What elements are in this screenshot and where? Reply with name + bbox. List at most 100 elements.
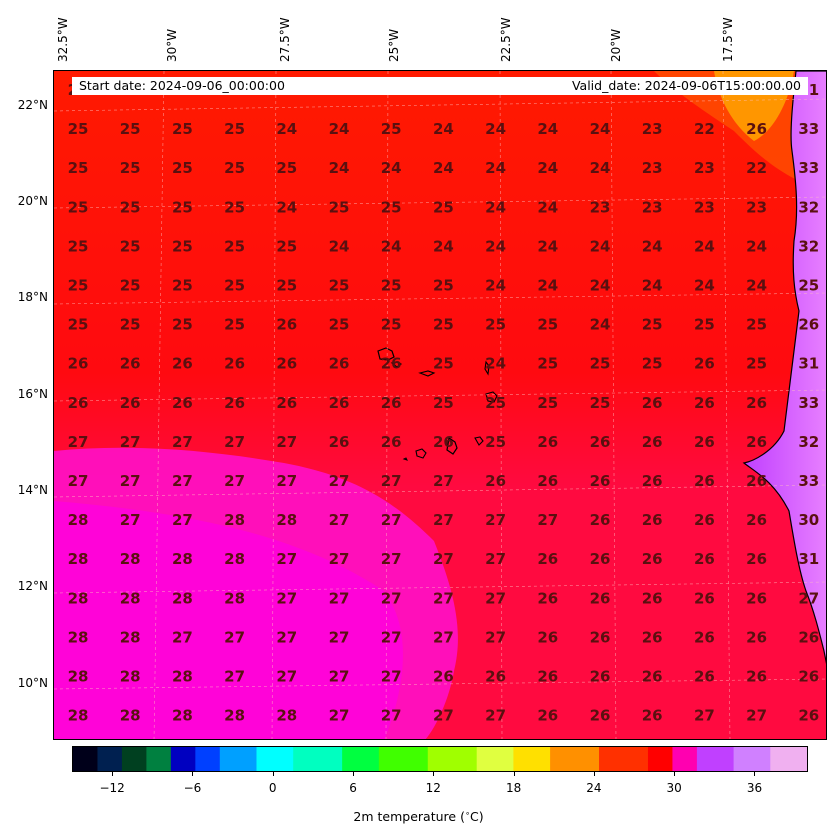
grid-value: 25 [642,355,663,373]
grid-value: 27 [433,472,454,490]
colorbar-segment [354,747,368,771]
colorbar-label: 2m temperature (∘C) [353,809,484,825]
grid-value: 24 [746,277,767,295]
grid-value: 33 [798,120,819,138]
grid-value: 24 [433,159,454,177]
grid-value: 27 [537,511,558,529]
grid-value: 24 [329,237,350,255]
grid-value: 27 [120,472,141,490]
colorbar-tick-label: −6 [183,781,202,795]
grid-value: 26 [746,589,767,607]
colorbar-tick [754,772,756,776]
grid-value: 27 [433,628,454,646]
grid-value: 25 [224,198,245,216]
grid-value: 24 [433,237,454,255]
grid-value: 25 [172,159,193,177]
grid-value: 27 [381,668,402,686]
grid-value: 26 [172,355,193,373]
colorbar-segment [244,747,258,771]
grid-value: 27 [329,707,350,725]
grid-value: 26 [590,589,611,607]
grid-value: 26 [642,472,663,490]
temperature-map: 25 25 25 25 25 25 25 24 24 24 24 24 24 31 31 25 25 25 25 24… [53,70,827,740]
colorbar-segment [782,747,796,771]
grid-value: 26 [746,120,767,138]
grid-value: 26 [590,707,611,725]
grid-value: 25 [381,198,402,216]
grid-value: 27 [381,472,402,490]
grid-value: 23 [642,159,663,177]
grid-value: 25 [381,120,402,138]
grid-value: 27 [485,550,506,568]
colorbar-segment [586,747,600,771]
grid-value: 26 [329,433,350,451]
grid-value: 23 [642,198,663,216]
lon-label-25w: 25°W [387,28,401,62]
grid-value: 25 [433,277,454,295]
grid-value: 26 [590,628,611,646]
colorbar-tick-label: 0 [268,781,277,795]
grid-value: 27 [68,433,89,451]
island-sao-vicente [390,361,402,368]
colorbar-segment [501,747,514,771]
grid-value: 26 [537,589,558,607]
grid-value: 25 [68,237,89,255]
grid-value: 24 [485,355,506,373]
grid-value: 26 [798,668,819,686]
grid-value: 26 [485,668,506,686]
grid-value: 26 [276,394,297,412]
grid-value: 27 [276,550,297,568]
grid-value: 27 [433,550,454,568]
grid-value: 25 [224,120,245,138]
grid-value: 27 [433,511,454,529]
grid-value: 27 [485,511,506,529]
grid-value: 25 [120,237,141,255]
grid-value: 26 [68,355,89,373]
grid-value: 25 [746,316,767,334]
grid-value: 28 [276,707,297,725]
grid-value: 25 [537,355,558,373]
grid-value: 23 [694,198,715,216]
grid-value: 25 [485,316,506,334]
grid-value: 25 [68,316,89,334]
grid-value: 24 [642,237,663,255]
lat-label-20n: 20°N [17,194,48,208]
grid-value: 26 [746,472,767,490]
grid-value: 26 [642,589,663,607]
grid-value: 25 [433,355,454,373]
grid-value: 26 [642,433,663,451]
grid-value: 28 [68,589,89,607]
grid-value: 26 [642,668,663,686]
colorbar-segment [342,747,355,771]
grid-value: 25 [172,237,193,255]
grid-value: 27 [120,511,141,529]
grid-value: 27 [381,589,402,607]
grid-value: 22 [746,159,767,177]
grid-value: 25 [172,120,193,138]
colorbar-tick [674,772,676,776]
colorbar-segment [574,747,588,771]
colorbar-segment [513,747,527,771]
grid-value: 27 [224,628,245,646]
grid-value: 27 [120,433,141,451]
grid-value: 25 [68,120,89,138]
colorbar-segment [721,747,735,771]
colorbar-segment [758,747,771,771]
lat-label-18n: 18°N [17,290,48,304]
grid-value: 32 [798,237,819,255]
grid-value: 26 [537,707,558,725]
colorbar-segment [378,747,392,771]
grid-value: 27 [276,433,297,451]
grid-value: 33 [798,159,819,177]
colorbar-segment [647,747,661,771]
grid-value: 25 [172,198,193,216]
grid-value: 26 [590,550,611,568]
grid-value: 26 [746,628,767,646]
grid-value: 24 [485,159,506,177]
grid-value: 26 [433,433,454,451]
colorbar [72,746,808,772]
grid-value: 28 [68,628,89,646]
colorbar-segment [476,747,490,771]
grid-value: 24 [590,120,611,138]
grid-value: 26 [537,472,558,490]
